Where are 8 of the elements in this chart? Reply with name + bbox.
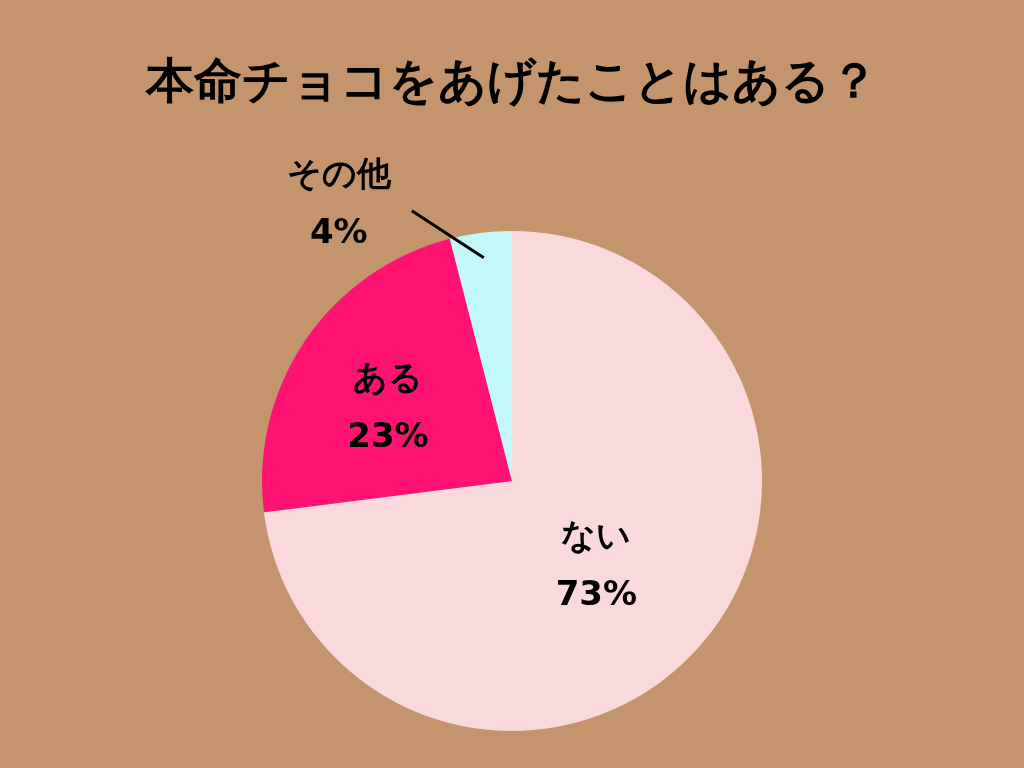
pie-slice: [449, 231, 512, 481]
data-label: 23%: [347, 414, 429, 455]
slice-label: その他: [286, 152, 392, 193]
data-label: 73%: [555, 573, 638, 614]
slice-label: ある: [352, 356, 423, 397]
data-label: 4%: [309, 210, 368, 251]
chart-title: 本命チョコをあげたことはある？: [145, 52, 878, 108]
slice-label: ない: [561, 515, 632, 556]
